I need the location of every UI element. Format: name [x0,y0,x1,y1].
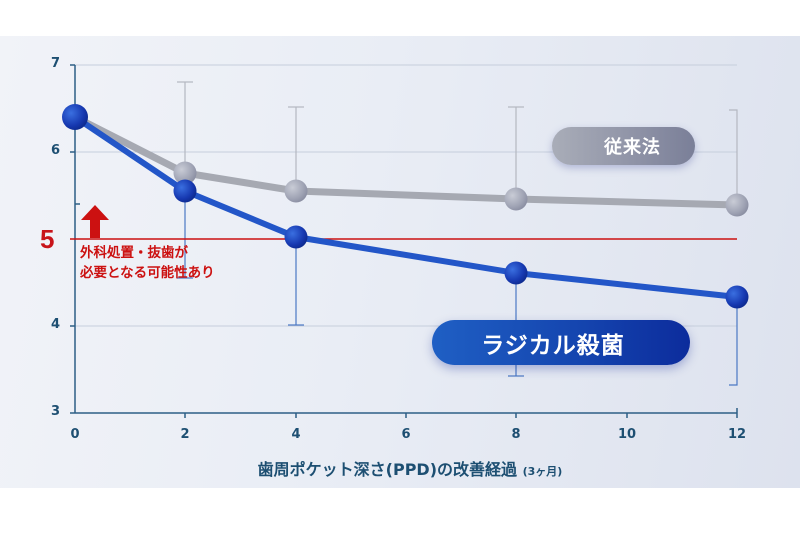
conventional-error-bars [177,81,738,205]
radical-markers [62,104,749,309]
annotation-line-2: 必要となる可能性あり [80,265,215,281]
y-tick-7: 7 [50,56,60,71]
x-tick-0: 0 [70,427,80,442]
annotation-line-1: 外科処置・抜歯が [80,245,188,261]
x-axis-title-unit: (3ヶ月) [522,465,563,478]
conventional-markers [173,161,749,217]
legend-radical: ラジカル殺菌 [432,320,690,365]
threshold-label: 5 [40,224,55,254]
x-tick-4: 4 [291,427,301,442]
legend-conventional-label: 従来法 [604,137,661,158]
legend-conventional: 従来法 [552,127,695,165]
y-tick-3: 3 [50,404,60,419]
x-tick-8: 8 [511,427,521,442]
x-tick-6: 6 [401,427,411,442]
legend-radical-label: ラジカル殺菌 [481,332,625,359]
x-axis-title: 歯周ポケット深さ(PPD)の改善経過 (3ヶ月) [210,456,610,480]
up-arrow-icon [81,205,109,238]
x-tick-12: 12 [727,427,747,442]
x-tick-2: 2 [180,427,190,442]
axes [70,64,738,418]
surgery-annotation: 外科処置・抜歯が 必要となる可能性あり [80,243,215,283]
y-tick-6: 6 [50,143,60,158]
x-axis-title-main: 歯周ポケット深さ(PPD)の改善経過 [257,460,518,479]
x-tick-10: 10 [617,427,637,442]
y-tick-4: 4 [50,317,60,332]
